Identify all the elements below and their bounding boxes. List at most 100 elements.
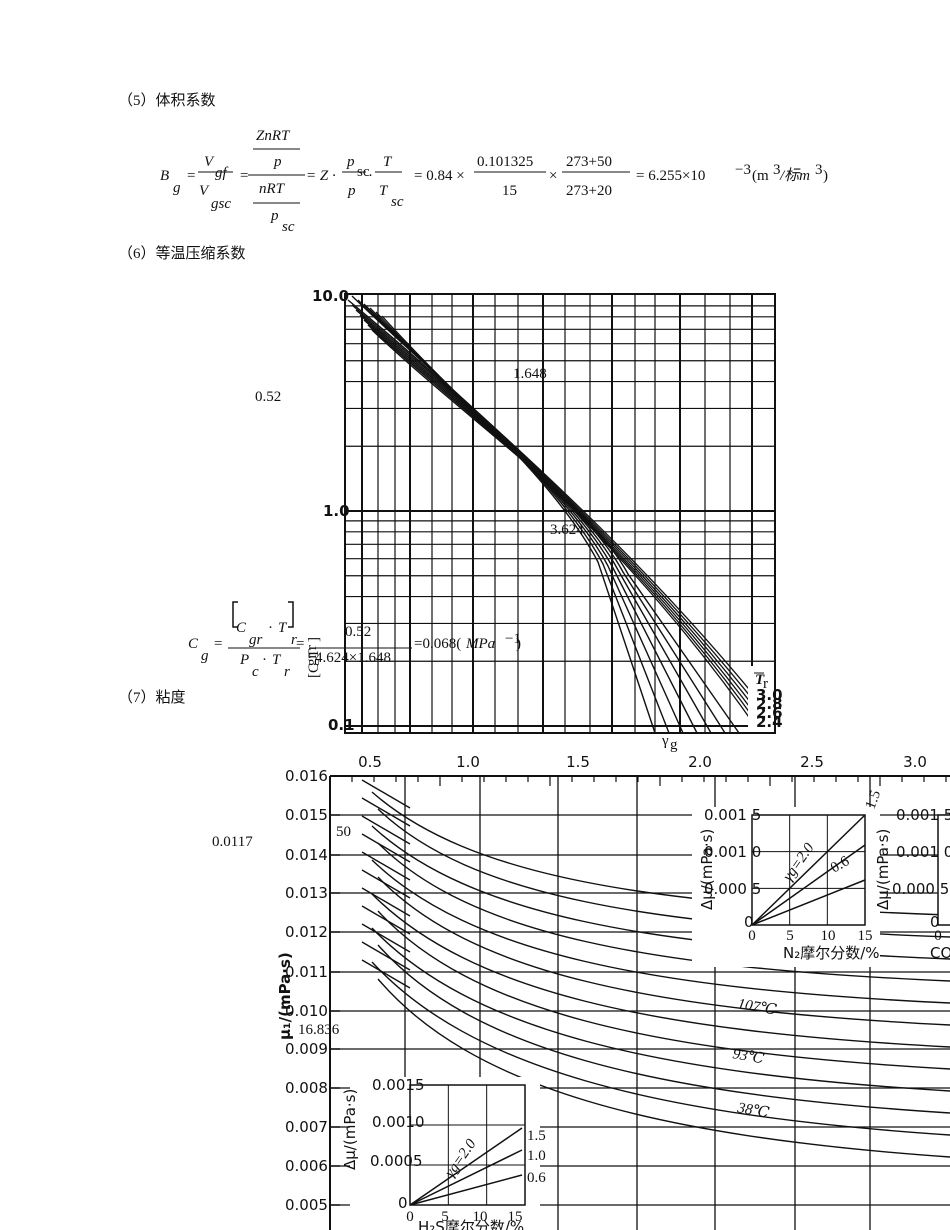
tick-label: 0.5 <box>358 753 382 771</box>
hatch <box>361 779 411 809</box>
curve <box>751 814 866 926</box>
tick-label: 2.0 <box>688 753 712 771</box>
tick-label: 0.001 0 <box>704 843 761 861</box>
formula-part: 273+20 <box>566 183 612 199</box>
legend-box <box>748 666 774 732</box>
hatch <box>361 833 411 863</box>
tick-label: 1.0 <box>323 502 350 520</box>
tick-label: 0.0010 <box>372 1113 425 1131</box>
formula-part: g <box>201 648 209 664</box>
tick-label: 0.001 5 <box>896 806 950 824</box>
hatch <box>361 797 411 827</box>
axis-label: T <box>306 649 322 658</box>
formula-part: gf <box>215 165 229 181</box>
annotation: 1.648 <box>513 366 547 382</box>
curve-label: 38℃ <box>735 1100 770 1121</box>
tick-label: 15 <box>858 928 873 944</box>
formula-part: ) <box>823 168 828 184</box>
axis-label: Δμ/(mPa·s) <box>874 829 892 910</box>
curve-label: 107℃ <box>736 996 778 1019</box>
curve <box>409 1174 523 1206</box>
formula-part: p <box>270 208 279 224</box>
formula-part: r <box>284 664 290 680</box>
tick-label: 10 <box>821 928 836 944</box>
inset-frame <box>937 814 950 926</box>
formula-part: nRT <box>259 181 286 197</box>
annotation: 50 <box>336 824 351 840</box>
curve <box>751 879 866 926</box>
tick-label: 0 <box>934 928 942 944</box>
tick-label: 10.0 <box>312 287 349 305</box>
tick-label: 0.016 <box>285 767 328 785</box>
formula-part: −3 <box>735 162 751 178</box>
hatch <box>361 815 411 845</box>
inset-frame <box>409 1084 526 1206</box>
formula-part: C <box>236 620 247 636</box>
tick-label: 5 <box>786 928 794 944</box>
curve <box>371 893 950 1048</box>
tick-label: 0 <box>398 1194 408 1212</box>
curve <box>377 944 950 1114</box>
tick-label: 0.015 <box>285 806 328 824</box>
tick-label: 0.005 <box>285 1196 328 1214</box>
formula-part: C <box>188 636 199 652</box>
tick-label: 0.0005 <box>370 1152 423 1170</box>
legend-label: 2.8 <box>756 695 783 713</box>
annotation: 0.52 <box>255 389 281 405</box>
formula-part: p <box>346 154 355 170</box>
curve <box>351 304 670 734</box>
tick-label: 0.1 <box>328 716 355 734</box>
tick-label: 1.0 <box>456 753 480 771</box>
axis-label: N₂摩尔分数/% <box>783 944 880 962</box>
curve <box>409 1149 523 1206</box>
formula-part: = <box>214 636 222 652</box>
curve-label: 93℃ <box>731 1046 765 1067</box>
curve <box>377 876 950 1026</box>
legend-title: r <box>763 676 768 692</box>
tick-label: 0 <box>406 1209 414 1225</box>
hatch <box>361 941 411 971</box>
hatch <box>361 887 411 917</box>
tick-label: 0.009 <box>285 1040 328 1058</box>
curve <box>377 910 950 1070</box>
axis-label: g <box>670 737 678 753</box>
legend-label: 2.4 <box>756 713 783 731</box>
formula-part: 15 <box>502 183 517 199</box>
axis-label: ] <box>306 637 322 642</box>
axis-label: gr <box>304 654 320 667</box>
tick-label: 0.014 <box>285 846 328 864</box>
formula-part: T <box>278 620 288 636</box>
formula-part: · <box>268 620 273 636</box>
formula-part: V <box>199 183 210 199</box>
axis-label: Δμ/(mPa·s) <box>698 829 716 910</box>
annotation: 0.0117 <box>212 834 253 850</box>
formula-part: /标m <box>779 167 810 184</box>
formula-part: T <box>379 183 389 199</box>
tick-label: 3.0 <box>903 753 927 771</box>
formula-part: 4.624×1.648 <box>315 650 391 666</box>
series-label: 1.5 <box>863 788 884 811</box>
formula-part: P <box>239 652 249 668</box>
formula-part: p <box>273 154 282 170</box>
formula-part: = Z · <box>306 168 336 184</box>
tick-label: 0 <box>930 913 940 931</box>
formula-part: · <box>368 168 373 184</box>
formula-part: c <box>252 664 259 680</box>
formula-part: MPa <box>465 636 495 652</box>
chart-frame <box>344 293 776 734</box>
formula-part: gsc <box>211 196 231 212</box>
tick-label: 10 <box>473 1209 488 1225</box>
hatch <box>361 959 411 989</box>
formula-part: 0.52 <box>345 624 371 640</box>
tick-label: 0.011 <box>285 963 328 981</box>
curve <box>377 842 950 982</box>
formula-part: = 0.84 × <box>414 168 465 184</box>
formula-part: sc <box>391 194 404 210</box>
formula-part: = <box>240 168 248 184</box>
tick-label: 0 <box>748 928 756 944</box>
formula-part: B <box>160 168 169 184</box>
hatch <box>361 905 411 935</box>
formula-part: −1 <box>505 631 521 647</box>
